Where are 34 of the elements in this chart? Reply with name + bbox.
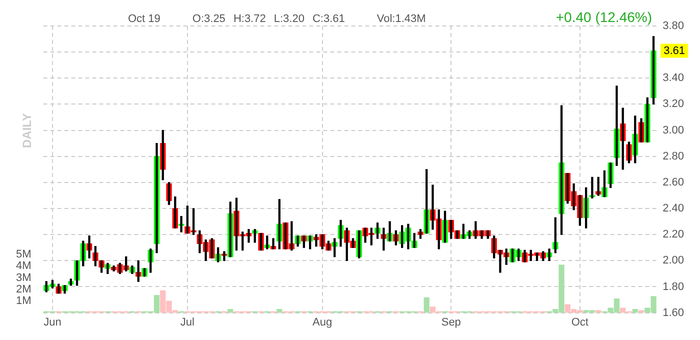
text: H:3.72: [233, 13, 266, 25]
text: C:3.61: [312, 13, 345, 25]
y2-tick-label: 5M: [16, 248, 32, 261]
bar: [595, 310, 602, 313]
y2-tick-label: 1M: [16, 295, 32, 308]
y-tick-label: 2.40: [662, 202, 684, 215]
y2-tick-label: 4M: [16, 260, 32, 272]
x-tick-label: Jun: [44, 316, 62, 328]
text: L:3.20: [274, 13, 304, 25]
chart-title: Oct 19: [128, 13, 160, 25]
y2-tick-label: 2M: [16, 284, 32, 296]
y-tick-label: 2.00: [662, 254, 684, 267]
y2-tick-label: 3M: [16, 272, 32, 284]
y-tick-label: 3.40: [662, 72, 684, 84]
y-tick-label: 2.80: [662, 150, 684, 162]
text: +0.40 (12.46%): [556, 9, 652, 25]
x-tick-label: Jul: [180, 316, 194, 328]
bar: [424, 297, 430, 313]
y-tick-label: 3.00: [662, 124, 684, 136]
y-tick-label: 1.80: [662, 280, 684, 293]
text: 3.61: [664, 44, 686, 57]
y-tick-label: 3.80: [662, 20, 684, 32]
candlestick: [258, 232, 264, 251]
x-tick-label: Sep: [441, 316, 461, 328]
bar: [638, 310, 644, 313]
y-tick-label: 2.20: [662, 228, 684, 241]
y-tick-label: 3.20: [662, 98, 684, 110]
text: O:3.25: [192, 13, 226, 25]
text: Vol:1.43M: [376, 13, 426, 25]
x-tick-label: Oct: [571, 316, 588, 328]
x-tick-label: Aug: [312, 316, 332, 328]
y-tick-label: 2.60: [662, 176, 684, 188]
y-tick-label: 1.60: [662, 306, 684, 319]
candlestick: [142, 268, 148, 277]
